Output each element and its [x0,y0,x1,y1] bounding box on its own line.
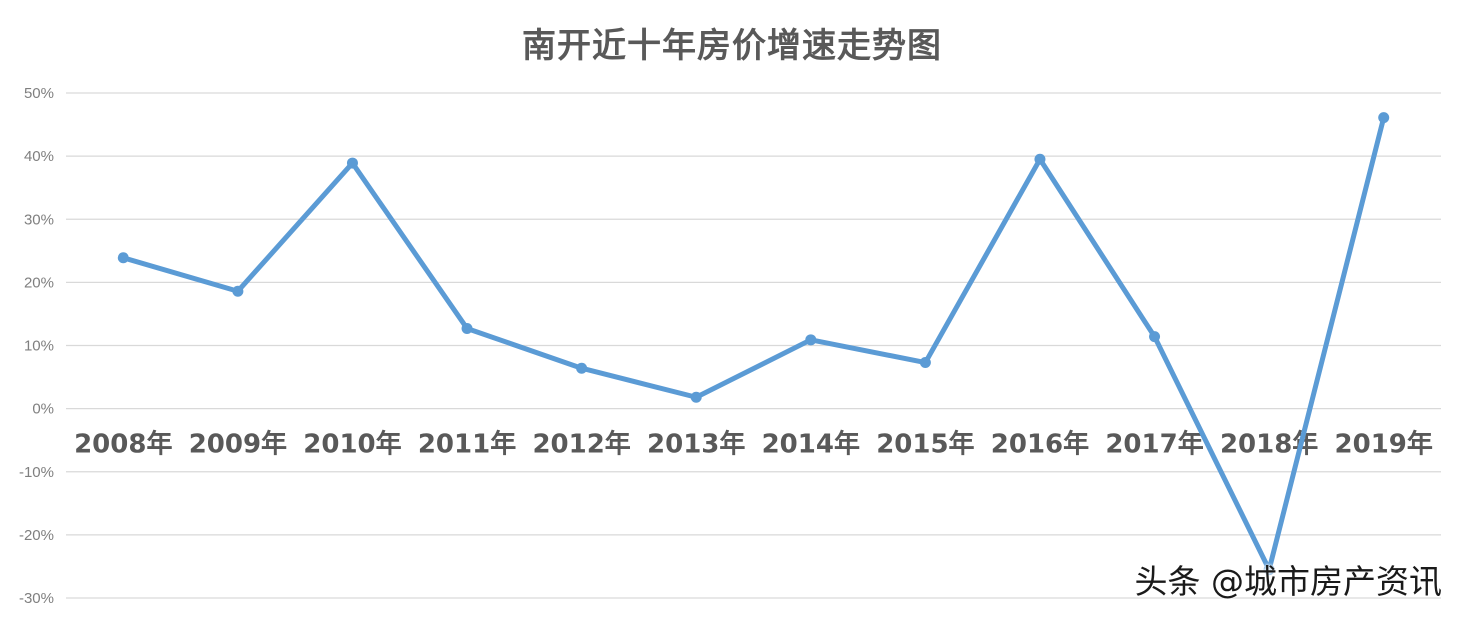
data-point [1378,112,1390,124]
x-tick-label: 2010年 [303,429,401,460]
x-tick-label: 2019年 [1335,429,1433,460]
y-tick-label: 30% [24,211,54,228]
x-tick-label: 2009年 [189,429,287,460]
y-axis-ticks: 50% 40% 30% 20% 10% 0% -10% -20% -30% [19,85,54,607]
chart-title: 南开近十年房价增速走势图 [522,26,942,66]
data-point [1263,564,1275,576]
y-tick-label: -10% [19,464,54,481]
data-point [1034,153,1046,165]
x-axis-ticks: 2008年 2009年 2010年 2011年 2012年 2013年 2014年 2015年… [74,429,1433,460]
y-tick-label: -30% [19,590,54,607]
series-line-path [120,115,1387,573]
data-point [461,322,473,334]
x-tick-label: 2008年 [74,429,172,460]
x-tick-label: 2014年 [762,429,860,460]
series-line [120,115,1387,573]
data-point [919,357,931,369]
y-tick-label: 40% [24,148,54,165]
x-tick-label: 2017年 [1105,429,1203,460]
x-tick-label: 2015年 [876,429,974,460]
y-tick-label: 50% [24,85,54,102]
data-point [117,252,129,264]
data-point [576,362,588,374]
x-tick-label: 2011年 [418,429,516,460]
series-points [117,112,1390,576]
x-tick-label: 2016年 [991,429,1089,460]
data-point [805,334,817,346]
x-tick-label: 2012年 [532,429,630,460]
data-point [346,157,358,169]
watermark: 头条 @城市房产资讯 [1134,562,1443,601]
y-tick-label: 10% [24,338,54,355]
data-point [1149,331,1161,343]
y-tick-label: 0% [32,401,54,418]
gridlines [66,92,1441,599]
data-point [690,391,702,403]
data-point [232,285,244,297]
x-tick-label: 2013年 [647,429,745,460]
y-tick-label: 20% [24,274,54,291]
y-tick-label: -20% [19,527,54,544]
